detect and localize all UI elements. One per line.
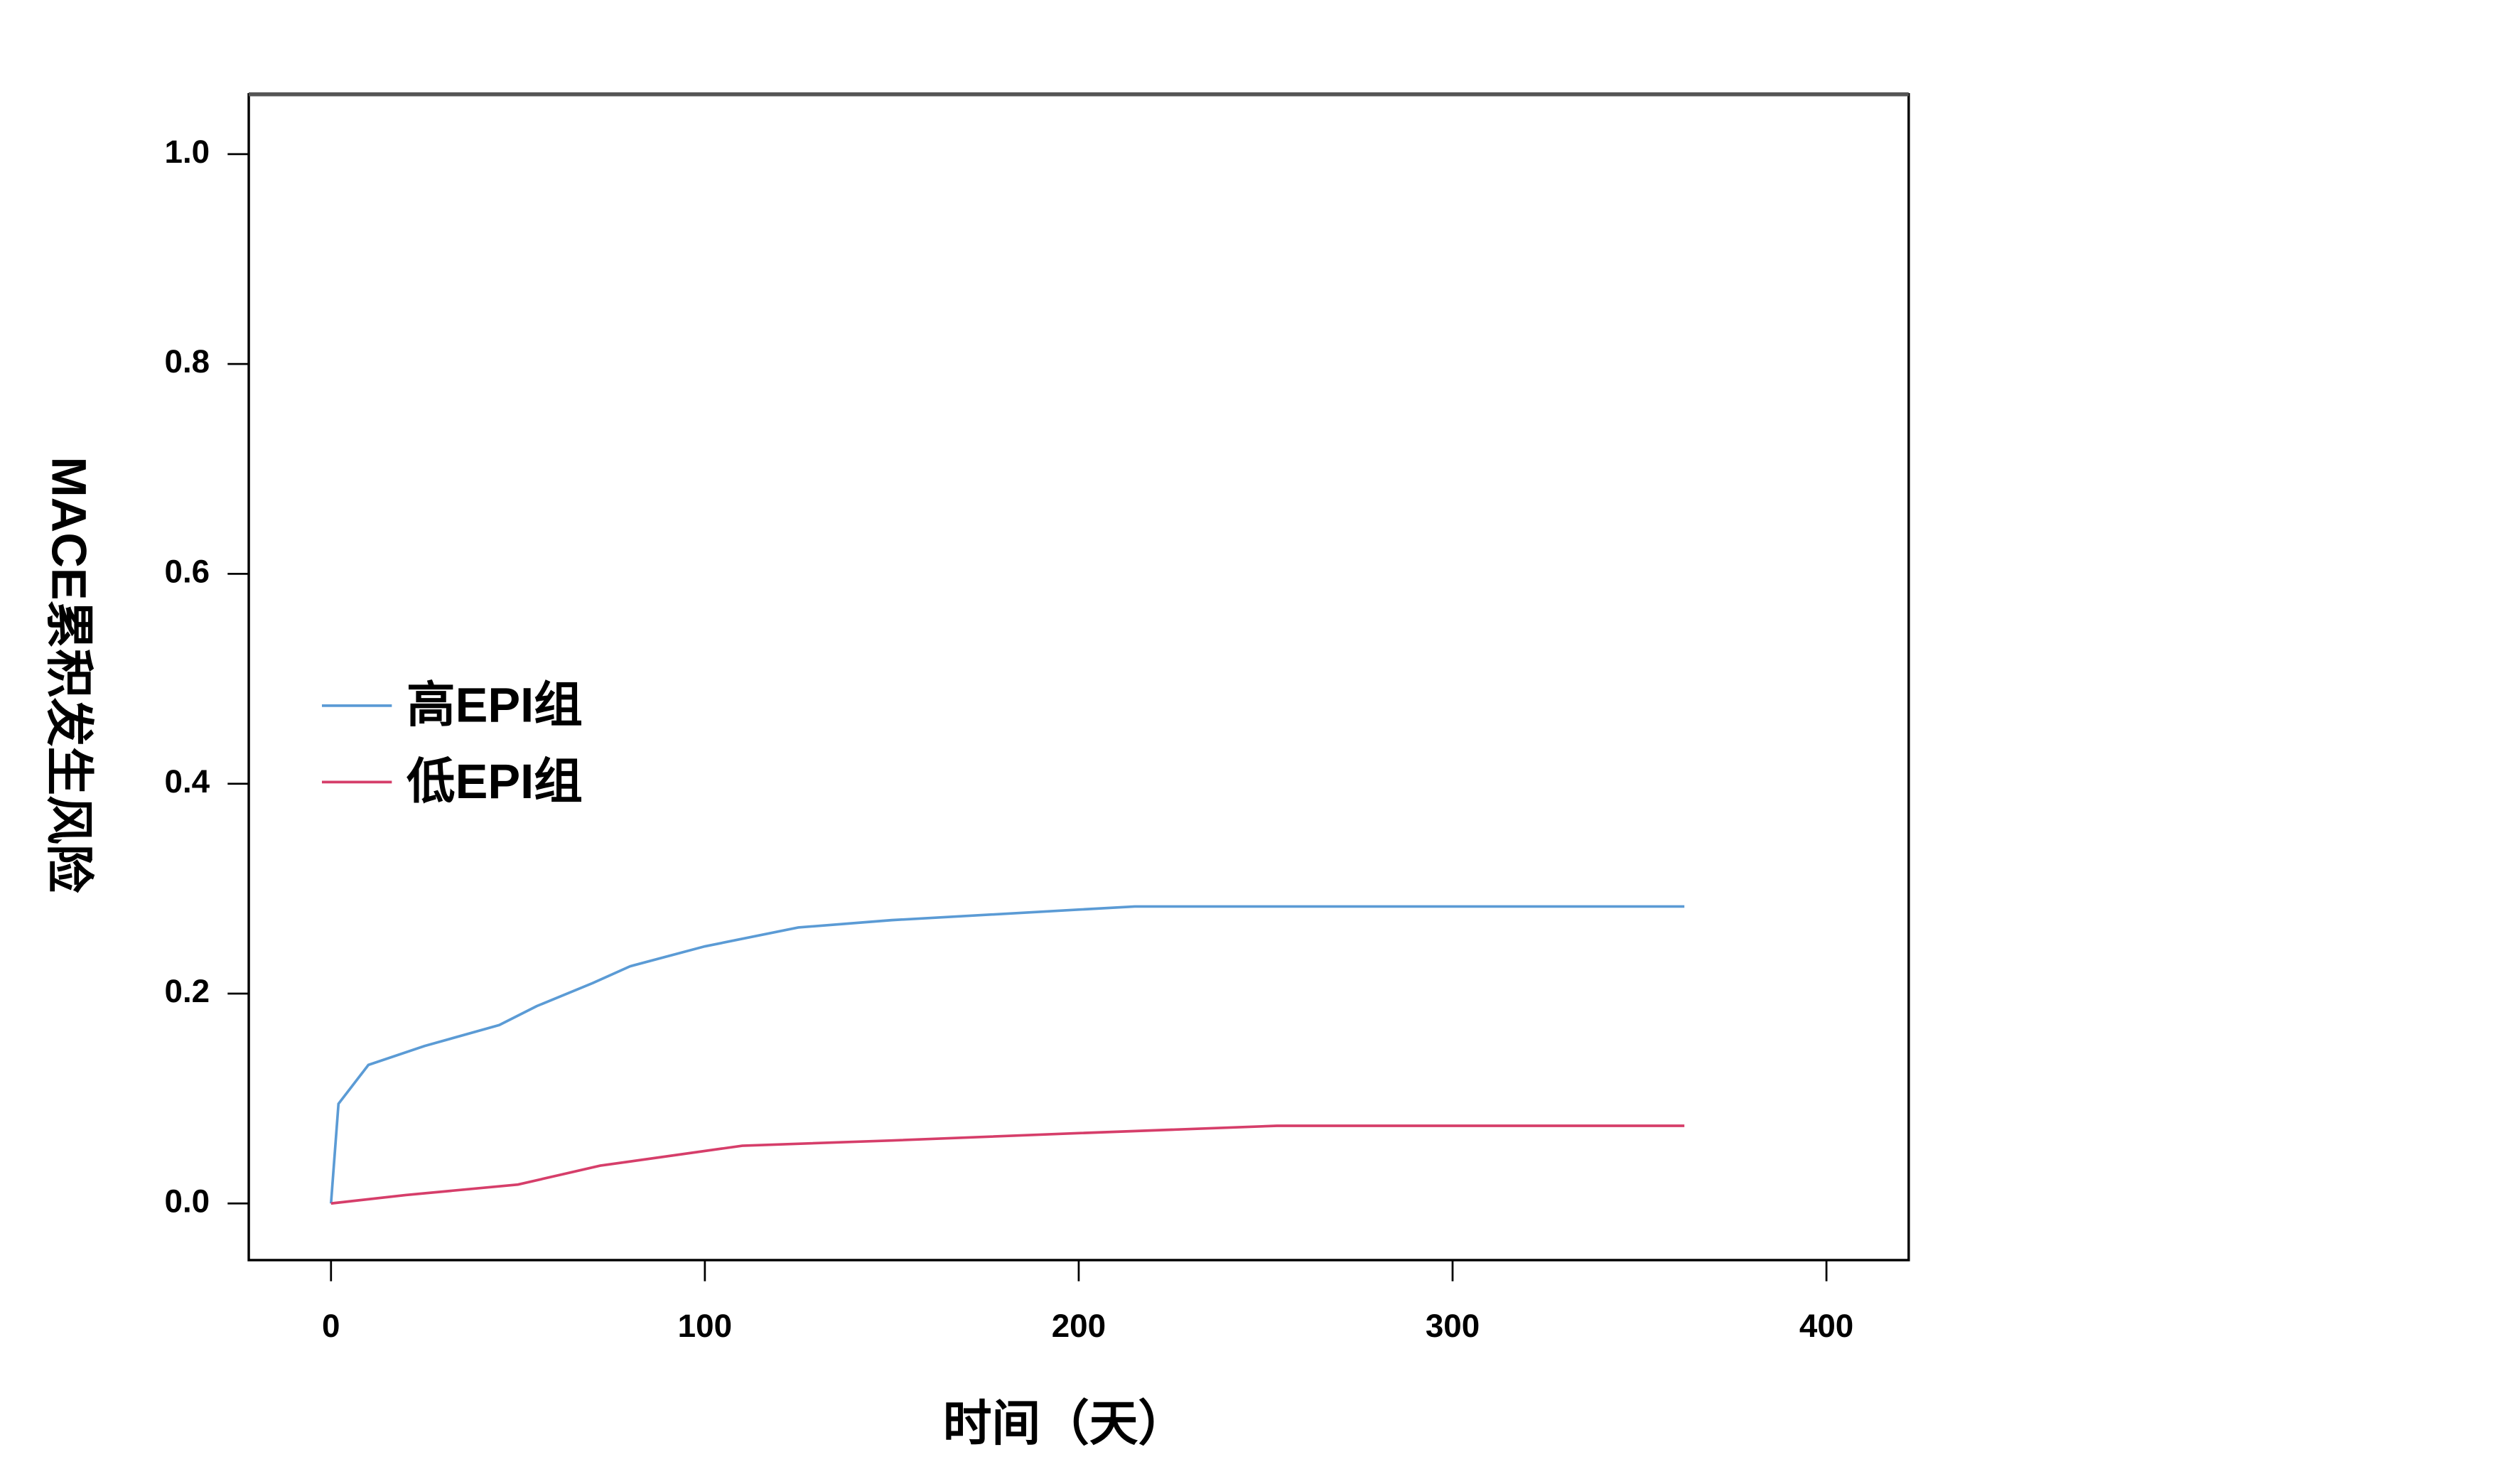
y-tick-label: 0.0 bbox=[165, 1183, 210, 1219]
x-axis-title: 时间（天） bbox=[943, 1397, 1187, 1451]
legend-label: 高EPI组 bbox=[406, 678, 583, 733]
data-line bbox=[329, 905, 1685, 1204]
x-tick-label: 200 bbox=[1052, 1308, 1106, 1344]
y-tick-label: 0.2 bbox=[165, 973, 210, 1009]
data-line bbox=[330, 1124, 1685, 1205]
legend-label: 低EPI组 bbox=[406, 754, 583, 809]
x-tick-label: 400 bbox=[1799, 1308, 1853, 1344]
x-tick-label: 100 bbox=[678, 1308, 732, 1344]
y-tick-label: 0.6 bbox=[165, 553, 210, 589]
y-axis-title: MACE累积发生风险 bbox=[41, 456, 96, 893]
x-tick-label: 300 bbox=[1426, 1308, 1480, 1344]
y-tick-label: 0.4 bbox=[165, 763, 210, 800]
x-tick-label: 0 bbox=[322, 1308, 340, 1344]
y-tick-label: 0.8 bbox=[165, 343, 210, 380]
y-tick-label: 1.0 bbox=[165, 134, 210, 170]
